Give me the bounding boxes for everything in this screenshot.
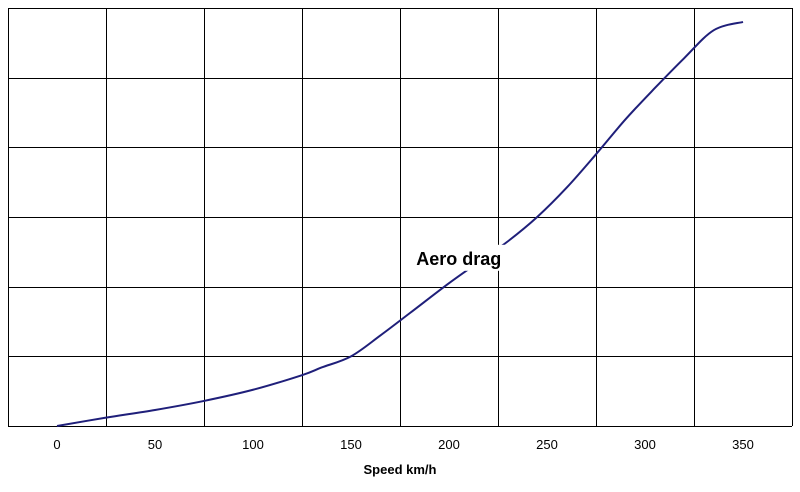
x-tick-label: 50	[148, 437, 162, 452]
x-tick-label: 0	[53, 437, 60, 452]
series-line	[56, 20, 744, 427]
grid	[8, 8, 793, 427]
x-axis-label: Speed km/h	[364, 462, 437, 477]
annotations: Aero drag	[404, 244, 513, 271]
series-group	[56, 20, 744, 427]
annotation-label: Aero drag	[416, 249, 501, 269]
x-tick-labels: 0 50 100 150 200 250 300 350	[53, 437, 753, 452]
x-tick-label: 350	[732, 437, 754, 452]
x-tick-label: 250	[536, 437, 558, 452]
annotation-background	[404, 244, 513, 271]
x-tick-label: 150	[340, 437, 362, 452]
x-tick-label: 200	[438, 437, 460, 452]
x-tick-label: 100	[242, 437, 264, 452]
x-tick-label: 300	[634, 437, 656, 452]
